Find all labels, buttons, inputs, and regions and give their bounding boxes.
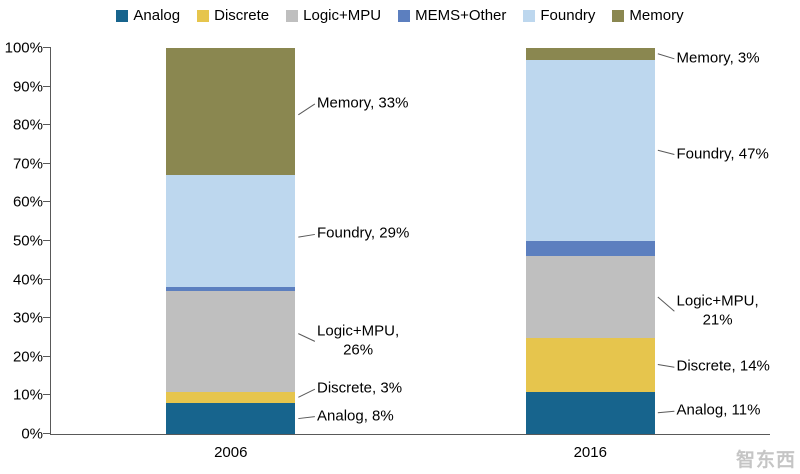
segment-discrete bbox=[166, 391, 296, 404]
leader-line bbox=[658, 297, 675, 311]
y-tick-label: 60% bbox=[12, 193, 43, 211]
segment-memory bbox=[166, 48, 296, 176]
legend-label: Foundry bbox=[540, 7, 596, 24]
leader-line bbox=[658, 150, 675, 154]
leader-line bbox=[658, 411, 675, 413]
legend: Analog Discrete Logic+MPU MEMS+Other Foundry… bbox=[0, 7, 800, 24]
legend-item-discrete: Discrete bbox=[197, 7, 269, 24]
y-tick-mark bbox=[43, 317, 51, 319]
stacked-bar-2016 bbox=[525, 48, 655, 434]
y-tick-label: 90% bbox=[12, 78, 43, 96]
leader-line bbox=[298, 417, 315, 419]
legend-swatch bbox=[286, 9, 299, 22]
leader-line bbox=[298, 234, 315, 237]
annotation: Logic+MPU, 26% bbox=[317, 322, 400, 359]
segment-logic-mpu bbox=[166, 291, 296, 392]
segment-discrete bbox=[525, 337, 655, 392]
y-tick-mark bbox=[43, 47, 51, 48]
annotation: Memory, 3% bbox=[676, 49, 760, 67]
segment-foundry bbox=[525, 59, 655, 242]
y-tick-label: 100% bbox=[4, 39, 43, 57]
y-tick-label: 70% bbox=[12, 155, 43, 173]
x-axis-label: 2016 bbox=[573, 444, 607, 461]
legend-item-memory: Memory bbox=[612, 7, 684, 24]
y-tick-mark bbox=[43, 124, 51, 126]
annotation: Discrete, 3% bbox=[317, 379, 403, 397]
legend-swatch bbox=[197, 9, 210, 22]
y-tick-mark bbox=[43, 162, 51, 164]
legend-swatch bbox=[398, 9, 411, 22]
legend-item-logic-mpu: Logic+MPU bbox=[286, 7, 381, 24]
y-tick-mark bbox=[43, 394, 51, 396]
y-tick-label: 80% bbox=[12, 116, 43, 134]
legend-item-foundry: Foundry bbox=[523, 7, 595, 24]
annotation: Logic+MPU, 21% bbox=[676, 292, 759, 329]
plot-area: 0% 10% 20% 30% 40% 50% 60% 70% 80% 90% 100% 2006 201… bbox=[5, 41, 770, 461]
y-tick-label: 0% bbox=[21, 425, 43, 443]
annotation: Analog, 11% bbox=[676, 401, 761, 419]
y-tick-mark bbox=[43, 201, 51, 203]
leader-line bbox=[658, 54, 675, 59]
y-tick-mark bbox=[43, 355, 51, 357]
leader-line bbox=[298, 104, 315, 115]
y-tick-label: 30% bbox=[12, 309, 43, 327]
stacked-bar-2006 bbox=[166, 48, 296, 434]
segment-analog bbox=[525, 391, 655, 434]
annotation: Foundry, 47% bbox=[676, 145, 769, 163]
y-tick-mark bbox=[43, 278, 51, 280]
y-tick-label: 40% bbox=[12, 271, 43, 289]
segment-mems-other bbox=[525, 241, 655, 257]
legend-label: Logic+MPU bbox=[303, 7, 382, 24]
watermark: 智东西 bbox=[735, 450, 796, 471]
annotation: Discrete, 14% bbox=[676, 357, 770, 375]
legend-label: Analog bbox=[133, 7, 181, 24]
leader-line bbox=[298, 389, 315, 397]
y-tick-mark bbox=[43, 433, 51, 434]
segment-logic-mpu bbox=[525, 256, 655, 338]
x-axis-label: 2006 bbox=[214, 444, 248, 461]
legend-label: MEMS+Other bbox=[415, 7, 507, 24]
leader-line bbox=[298, 334, 315, 342]
annotation: Foundry, 29% bbox=[317, 225, 410, 243]
annotation: Memory, 33% bbox=[317, 94, 409, 112]
segment-analog bbox=[166, 403, 296, 434]
legend-swatch bbox=[612, 9, 625, 22]
segment-foundry bbox=[166, 175, 296, 288]
legend-label: Memory bbox=[629, 7, 684, 24]
legend-swatch bbox=[116, 9, 129, 22]
leader-line bbox=[658, 365, 675, 368]
annotation: Analog, 8% bbox=[317, 407, 394, 425]
legend-item-mems-other: MEMS+Other bbox=[398, 7, 506, 24]
y-tick-label: 10% bbox=[12, 386, 43, 404]
legend-label: Discrete bbox=[214, 7, 270, 24]
y-tick-label: 50% bbox=[12, 232, 43, 250]
y-tick-label: 20% bbox=[12, 348, 43, 366]
segment-memory bbox=[525, 48, 655, 60]
y-tick-mark bbox=[43, 85, 51, 87]
legend-item-analog: Analog bbox=[116, 7, 180, 24]
legend-swatch bbox=[523, 9, 536, 22]
leader-lines bbox=[51, 48, 770, 434]
segment-mems-other bbox=[166, 287, 296, 292]
y-tick-mark bbox=[43, 240, 51, 241]
